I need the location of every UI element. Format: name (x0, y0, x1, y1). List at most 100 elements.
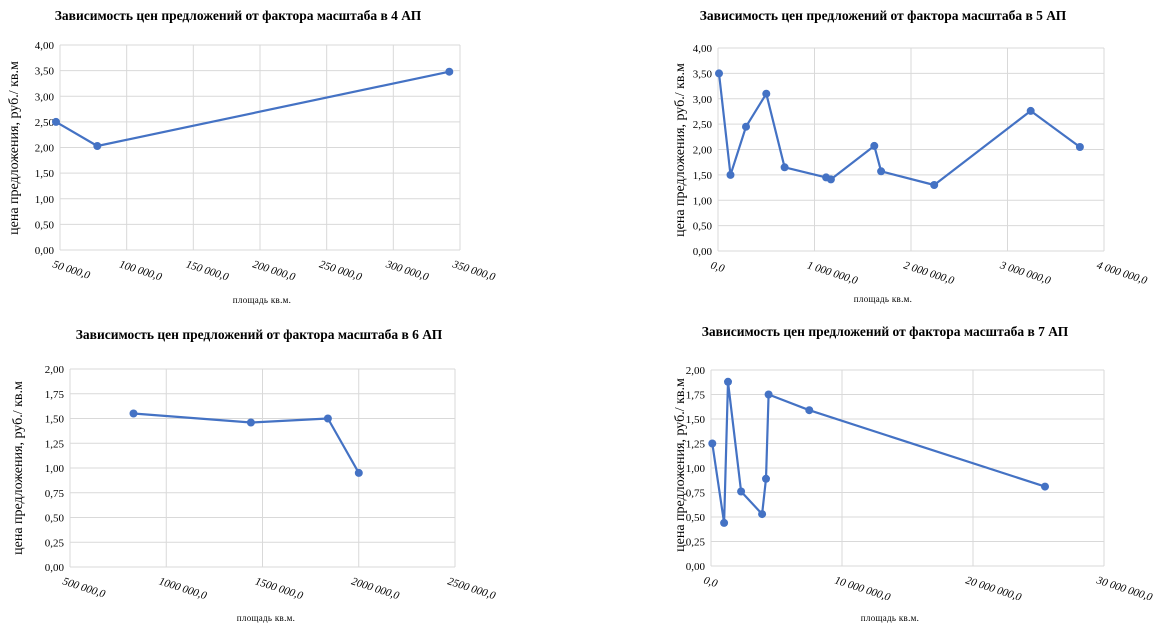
chart-panel-5-ap: Зависимость цен предложений от фактора м… (673, 8, 1149, 304)
y-tick-label: 1,00 (45, 463, 65, 475)
x-tick-label: 1 000 000,0 (806, 259, 860, 287)
x-axis-label: площадь кв.м. (861, 613, 919, 623)
data-point (93, 142, 102, 150)
x-tick-label: 10 000 000,0 (833, 574, 892, 603)
data-point (720, 518, 729, 527)
y-axis-label: цена предложения, руб./ кв.м (7, 61, 22, 235)
y-tick-label: 1,00 (35, 194, 55, 206)
y-tick-label: 3,00 (693, 94, 713, 106)
y-axis-label: цена предложения, руб./ кв.м (11, 381, 26, 555)
data-point (870, 141, 879, 150)
y-tick-label: 1,25 (45, 438, 65, 450)
chart-title: Зависимость цен предложений от фактора м… (702, 324, 1069, 339)
x-tick-label: 50 000,0 (51, 258, 92, 281)
data-point (246, 418, 255, 427)
series-line (711, 380, 1046, 525)
x-tick-label: 4 000 000,0 (1095, 259, 1149, 287)
x-axis-label: площадь кв.м. (854, 294, 912, 304)
data-point (1075, 143, 1084, 151)
y-tick-label: 2,00 (693, 145, 713, 157)
y-tick-label: 1,50 (693, 170, 713, 182)
chart-title: Зависимость цен предложений от фактора м… (76, 327, 443, 342)
y-tick-label: 0,50 (45, 513, 65, 525)
data-point (445, 67, 454, 76)
y-tick-label: 1,50 (686, 414, 706, 426)
y-tick-label: 1,00 (693, 195, 713, 207)
chart-title: Зависимость цен предложений от фактора м… (55, 8, 422, 23)
y-tick-label: 0,25 (686, 537, 706, 549)
y-tick-label: 0,50 (35, 219, 55, 231)
y-tick-label: 4,00 (35, 40, 55, 52)
x-tick-label: 2500 000,0 (446, 575, 497, 602)
y-tick-label: 0,50 (693, 221, 713, 233)
y-tick-label: 0,75 (45, 488, 65, 500)
data-point (129, 409, 138, 418)
chart-panel-7-ap: Зависимость цен предложений от фактора м… (673, 324, 1154, 623)
y-tick-label: 0,00 (35, 245, 55, 257)
y-tick-label: 3,50 (693, 68, 713, 80)
data-point (354, 468, 363, 477)
data-point (805, 406, 814, 415)
data-point (52, 117, 60, 126)
y-axis-label: цена предложения, руб./ кв.м (673, 63, 688, 237)
chart-panel-6-ap: Зависимость цен предложений от фактора м… (11, 327, 497, 623)
y-tick-label: 2,50 (35, 117, 55, 129)
data-point (762, 89, 771, 98)
x-tick-label: 350 000,0 (450, 258, 497, 283)
series-line (55, 70, 450, 148)
y-tick-label: 1,75 (45, 389, 65, 401)
y-tick-label: 3,00 (35, 91, 55, 103)
y-tick-label: 0,50 (686, 512, 706, 524)
x-tick-label: 0,0 (709, 259, 726, 275)
x-tick-label: 1000 000,0 (157, 575, 208, 602)
series-line (717, 73, 1081, 187)
x-axis-label: площадь кв.м. (237, 613, 295, 623)
y-tick-label: 1,50 (45, 414, 65, 426)
data-point (1026, 106, 1035, 115)
x-axis-label: площадь кв.м. (233, 295, 291, 305)
x-tick-label: 150 000,0 (184, 258, 230, 283)
data-point (764, 390, 773, 399)
data-point (877, 167, 886, 176)
x-tick-label: 1500 000,0 (254, 575, 305, 602)
y-tick-label: 0,75 (686, 488, 706, 500)
y-tick-label: 2,00 (45, 364, 65, 376)
x-tick-label: 0,0 (702, 574, 719, 590)
data-point (724, 377, 732, 386)
x-tick-label: 30 000 000,0 (1094, 574, 1154, 604)
x-tick-label: 300 000,0 (383, 258, 430, 283)
y-tick-label: 0,00 (693, 246, 713, 258)
y-axis-label: цена предложения, руб./ кв.м (673, 378, 688, 552)
data-point (826, 175, 835, 184)
data-point (780, 163, 789, 172)
data-point (726, 170, 735, 179)
data-point (742, 122, 750, 131)
y-tick-label: 1,50 (35, 168, 55, 180)
series-line (133, 412, 360, 474)
x-tick-label: 100 000,0 (118, 258, 164, 283)
x-tick-label: 3 000 000,0 (998, 259, 1053, 287)
y-tick-label: 3,50 (35, 66, 55, 78)
x-tick-label: 200 000,0 (251, 258, 297, 283)
data-point (715, 69, 723, 78)
y-tick-label: 1,00 (686, 463, 706, 475)
y-tick-label: 2,50 (693, 119, 713, 131)
data-point (762, 474, 770, 483)
data-point (1041, 482, 1049, 491)
data-point (930, 181, 939, 189)
data-point (323, 414, 332, 423)
data-point (758, 510, 767, 519)
data-point (708, 439, 717, 448)
x-tick-label: 500 000,0 (61, 575, 107, 600)
data-point (737, 487, 746, 496)
y-tick-label: 2,00 (35, 143, 55, 155)
y-tick-label: 0,00 (686, 561, 706, 573)
y-tick-label: 0,25 (45, 537, 65, 549)
chart-title: Зависимость цен предложений от фактора м… (700, 8, 1067, 23)
x-tick-label: 2 000 000,0 (902, 259, 956, 287)
x-tick-label: 20 000 000,0 (964, 574, 1023, 603)
y-tick-label: 1,75 (686, 390, 706, 402)
y-tick-label: 0,00 (45, 562, 65, 574)
y-tick-label: 1,25 (686, 439, 706, 451)
